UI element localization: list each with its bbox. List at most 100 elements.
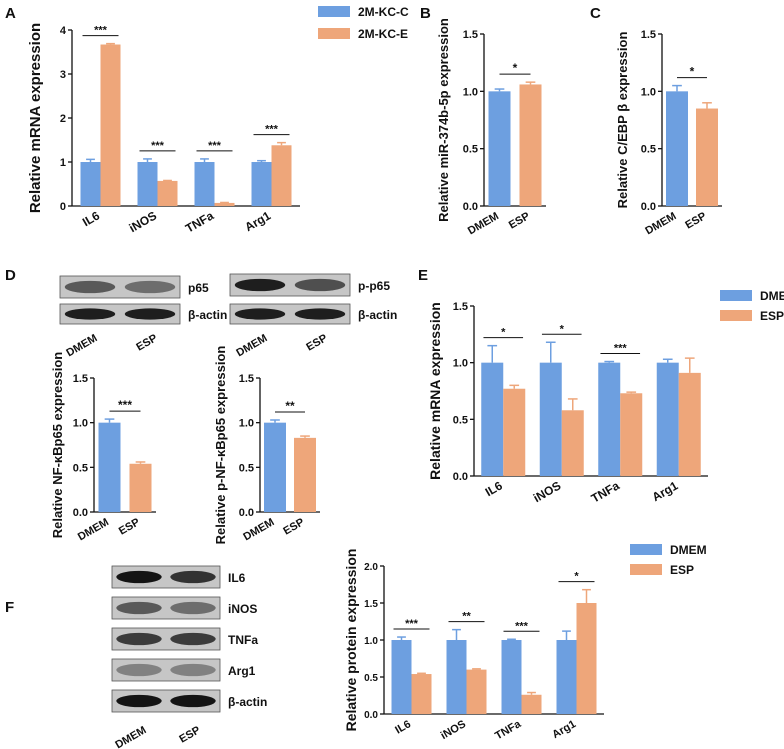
blot-d-right-pp65-label: p-p65 — [358, 279, 390, 293]
blot-f-lane-label: ESP — [177, 724, 202, 745]
panel-letter-e: E — [418, 267, 428, 284]
blot-f-inos-band — [170, 601, 216, 615]
chart-d1-y-tick-label: 0.5 — [73, 462, 88, 474]
blot-f-arg1-band — [116, 663, 162, 677]
chart-c-y-tick-label: 0.0 — [641, 201, 656, 213]
chart-f-bar-tnfa-control — [501, 640, 522, 714]
panel-letter-b: B — [420, 5, 431, 22]
chart-a-legend-swatch — [318, 28, 350, 39]
chart-d2-bar-dmem — [264, 422, 286, 512]
chart-a-x-tick-label: TNFa — [183, 208, 216, 235]
chart-f-y-tick-label: 0.5 — [364, 673, 378, 684]
chart-d2-bar-esp — [294, 437, 316, 512]
chart-a-y-tick-label: 2 — [60, 113, 66, 125]
chart-e-sig-label: *** — [614, 343, 628, 355]
chart-a-y-tick-label: 0 — [60, 201, 66, 213]
chart-e-x-tick-label: iNOS — [531, 478, 563, 505]
chart-b-x-tick-label: DMEM — [466, 210, 501, 237]
chart-d1-y-tick-label: 1.5 — [73, 373, 88, 385]
chart-f-bar-il6-treatment — [411, 674, 432, 714]
chart-f-sig-label: *** — [405, 618, 419, 630]
chart-b-y-tick-label: 0.5 — [463, 144, 478, 156]
chart-e-y-axis-label: Relative mRNA expression — [427, 302, 443, 480]
chart-a-x-tick-label: IL6 — [80, 208, 102, 229]
chart-f-x-tick-label: Arg1 — [550, 718, 578, 741]
chart-e-bar-inos-control — [539, 362, 562, 476]
chart-e-sig-label: * — [501, 327, 506, 339]
chart-f-legend-swatch — [630, 564, 662, 575]
chart-e-sig-label: * — [560, 323, 565, 335]
blot-f-il6-band — [116, 570, 162, 584]
chart-f-legend-swatch — [630, 544, 662, 555]
chart-f-y-tick-label: 1.5 — [364, 599, 378, 610]
blot-f-il6-band — [170, 570, 216, 584]
chart-f-y-tick-label: 2.0 — [364, 562, 378, 573]
blot-d-left-p65-label: p65 — [188, 281, 209, 295]
chart-e-bar-tnfa-treatment — [620, 393, 643, 476]
chart-a-sig-label: *** — [94, 25, 108, 37]
panel-letter-c: C — [590, 5, 601, 22]
blot-d-right-lane-label: DMEM — [234, 332, 269, 359]
blot-d-left-lane-label: ESP — [134, 332, 159, 353]
chart-c-y-tick-label: 0.5 — [641, 144, 656, 156]
chart-a-sig-label: *** — [265, 124, 279, 136]
chart-d2-y-tick-label: 1.5 — [239, 373, 254, 385]
blot-d-right-actin-band — [234, 308, 286, 320]
chart-c-sig-label: * — [690, 65, 695, 79]
blot-d-right-actin-label: β-actin — [358, 308, 397, 322]
chart-e-x-tick-label: TNFa — [589, 478, 622, 505]
chart-e-legend-swatch — [720, 290, 752, 301]
chart-d1-x-tick-label: ESP — [117, 516, 142, 537]
chart-a-x-tick-label: iNOS — [127, 208, 159, 235]
blot-d-right-actin-band — [294, 308, 346, 320]
chart-f-bar-arg1-control — [556, 640, 577, 714]
chart-e-y-tick-label: 1.0 — [453, 358, 468, 370]
chart-d1-x-tick-label: DMEM — [76, 516, 111, 543]
chart-f-y-axis-label: Relative protein expression — [343, 549, 359, 732]
chart-f-x-tick-label: iNOS — [439, 718, 468, 742]
chart-c-y-axis-label: Relative C/EBP β expression — [615, 32, 630, 209]
chart-e-x-tick-label: IL6 — [483, 478, 505, 499]
blot-d-right-pp65-band — [234, 278, 286, 292]
chart-f-legend-label: DMEM — [670, 543, 707, 557]
chart-f-bar-inos-control — [446, 640, 467, 714]
chart-b-y-tick-label: 1.0 — [463, 86, 478, 98]
blot-d-left-p65-band — [64, 280, 116, 294]
blot-f-tnfa-band — [170, 632, 216, 646]
panel-letter-f: F — [5, 599, 14, 616]
chart-a-bar-tnfa-control — [194, 162, 215, 206]
chart-e-bar-arg1-treatment — [678, 372, 701, 476]
chart-f-bar-inos-treatment — [466, 669, 487, 714]
blot-f-arg1-strip — [111, 658, 221, 682]
panel-letter-d: D — [5, 267, 16, 284]
chart-b-y-tick-label: 0.0 — [463, 201, 478, 213]
chart-d2-x-tick-label: DMEM — [241, 516, 276, 543]
chart-e-y-tick-label: 1.5 — [453, 301, 468, 313]
chart-a-y-tick-label: 4 — [60, 25, 67, 37]
chart-f-y-tick-label: 0.0 — [364, 710, 378, 721]
chart-f-x-tick-label: IL6 — [393, 718, 413, 736]
chart-e-y-tick-label: 0.5 — [453, 414, 468, 426]
chart-e-y-tick-label: 0.0 — [453, 471, 468, 483]
chart-d2-y-axis-label: Relative p-NF-κBp65 expression — [213, 346, 228, 545]
chart-a-legend-label: 2M-KC-C — [358, 5, 409, 19]
chart-a-x-tick-label: Arg1 — [242, 208, 273, 234]
chart-a-bar-il6-treatment — [100, 44, 121, 206]
chart-b-y-axis-label: Relative miR-374b-5p expression — [436, 18, 451, 222]
blot-f-tnfa-band — [116, 632, 162, 646]
blot-f-arg1-label: Arg1 — [228, 664, 256, 678]
chart-e-bar-arg1-control — [656, 362, 679, 476]
blot-d-left-p65-band — [124, 280, 176, 294]
chart-d1-y-tick-label: 1.0 — [73, 418, 88, 430]
chart-d2-y-tick-label: 1.0 — [239, 418, 254, 430]
chart-e-bar-inos-treatment — [561, 410, 584, 476]
blot-d-left-actin-band — [124, 308, 176, 320]
chart-d1-bar-esp — [129, 463, 152, 512]
blot-f-actin-band — [170, 694, 216, 708]
chart-f-legend-label: ESP — [670, 563, 694, 577]
chart-b-x-tick-label: ESP — [507, 210, 532, 231]
chart-a-y-tick-label: 1 — [60, 157, 66, 169]
chart-a-bar-arg1-control — [251, 162, 272, 206]
chart-e-legend-swatch — [720, 310, 752, 321]
chart-d1-y-tick-label: 0.0 — [73, 507, 88, 519]
